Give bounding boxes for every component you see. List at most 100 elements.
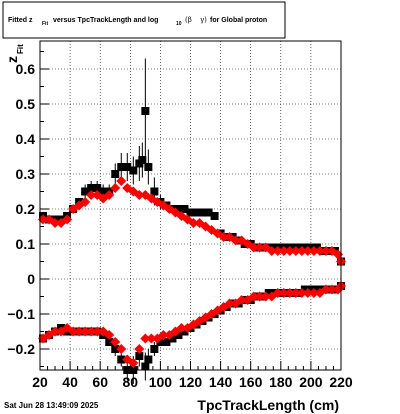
data-point-square	[150, 345, 159, 353]
data-point-square	[192, 208, 201, 217]
data-point-diamond	[272, 288, 283, 298]
data-point-diamond	[116, 176, 127, 186]
data-point-diamond	[230, 235, 241, 246]
tick-labels: 20 40 60 80 100 120 140 160 180 200 220 −0.2 −0.1 0 0.…	[7, 61, 353, 390]
data-point-diamond	[38, 214, 49, 225]
data-point-diamond	[134, 344, 145, 354]
x-axis-label: TpcTrackLength (cm)	[197, 397, 339, 413]
data-point-diamond	[254, 242, 265, 253]
y-axis-label-sub: Fit	[16, 44, 25, 54]
x-tick-label: 120	[179, 374, 203, 390]
data-point-diamond	[290, 288, 301, 298]
x-tick-label: 180	[269, 374, 293, 390]
data-point-diamond	[254, 291, 265, 302]
y-tick-label: −0.2	[7, 341, 35, 357]
data-point-diamond	[236, 295, 247, 305]
title-prefix-sub: Fit	[42, 21, 48, 27]
data-point-square	[93, 184, 102, 192]
data-point-diamond	[302, 246, 313, 256]
data-point-diamond	[116, 344, 127, 354]
title-beta: (β	[185, 16, 192, 24]
data-point-square	[111, 345, 120, 353]
data-point-diamond	[332, 249, 343, 260]
data-point-diamond	[266, 246, 277, 256]
data-point-diamond	[314, 246, 325, 256]
data-point-diamond	[104, 190, 115, 200]
x-tick-label: 140	[209, 374, 233, 390]
data-point-diamond	[110, 183, 121, 193]
data-point-square	[174, 205, 183, 213]
data-point-square	[204, 208, 213, 217]
title-gamma: γ)	[200, 16, 207, 24]
data-point-diamond	[86, 190, 97, 200]
data-point-square	[306, 285, 315, 294]
title-suffix: for Global proton	[210, 17, 267, 24]
data-point-diamond	[248, 242, 259, 253]
data-point-diamond	[278, 246, 289, 256]
data-point-diamond	[296, 246, 307, 256]
data-point-diamond	[284, 288, 295, 298]
data-point-square	[156, 338, 165, 346]
data-point-square	[99, 187, 108, 196]
y-tick-label: 0.4	[16, 131, 36, 147]
data-point-square	[186, 208, 195, 217]
data-point-square	[288, 243, 297, 252]
data-point-diamond	[50, 326, 61, 337]
data-point-square	[300, 243, 309, 252]
data-point-square	[141, 362, 150, 371]
data-point-square	[174, 331, 183, 339]
y-tick-label: 0	[27, 271, 35, 287]
data-point-diamond	[308, 288, 319, 298]
y-axis-label: z Fit	[4, 44, 25, 63]
data-point-diamond	[146, 333, 157, 344]
data-point-diamond	[296, 288, 307, 298]
data-point-square	[150, 187, 159, 196]
data-point-diamond	[218, 232, 229, 242]
data-point-diamond	[278, 288, 289, 298]
series-red-diamonds	[38, 176, 346, 368]
data-point-diamond	[248, 291, 259, 302]
y-tick-label: 0.6	[16, 61, 36, 77]
x-tick-label: 80	[123, 374, 139, 390]
x-tick-label: 100	[149, 374, 173, 390]
data-point-square	[282, 243, 291, 252]
data-point-diamond	[188, 218, 199, 228]
data-point-square	[210, 212, 219, 220]
data-marks	[38, 58, 346, 384]
y-tick-label: 0.1	[16, 236, 36, 252]
data-point-square	[312, 285, 321, 294]
data-point-diamond	[326, 284, 337, 295]
data-point-diamond	[224, 298, 235, 309]
data-point-square	[144, 163, 153, 171]
data-point-square	[105, 338, 114, 346]
data-point-square	[111, 170, 120, 178]
data-point-diamond	[128, 358, 139, 368]
plot-frame	[39, 40, 342, 371]
data-point-square	[306, 243, 315, 252]
title-box	[2, 1, 286, 39]
data-point-square	[276, 243, 285, 252]
data-point-diamond	[104, 330, 115, 340]
data-point-diamond	[50, 218, 61, 228]
data-point-square	[135, 352, 144, 360]
data-point-diamond	[68, 326, 79, 337]
y-tick-label: 0.2	[16, 201, 36, 217]
data-point-square	[141, 107, 150, 115]
data-point-diamond	[80, 326, 91, 337]
data-point-diamond	[272, 246, 283, 256]
data-point-square	[270, 243, 279, 252]
data-point-square	[123, 163, 132, 171]
data-point-square	[264, 289, 273, 297]
data-point-square	[138, 156, 147, 164]
data-point-diamond	[80, 197, 91, 207]
y-tick-label: −0.1	[7, 306, 35, 322]
title-log-sub: 10	[176, 21, 182, 27]
data-point-square	[198, 208, 207, 217]
data-point-square	[180, 327, 189, 336]
data-point-square	[312, 243, 321, 252]
data-point-square	[117, 355, 126, 364]
y-tick-label: 0.3	[16, 166, 36, 182]
data-point-diamond	[134, 190, 145, 200]
data-point-square	[144, 355, 153, 364]
